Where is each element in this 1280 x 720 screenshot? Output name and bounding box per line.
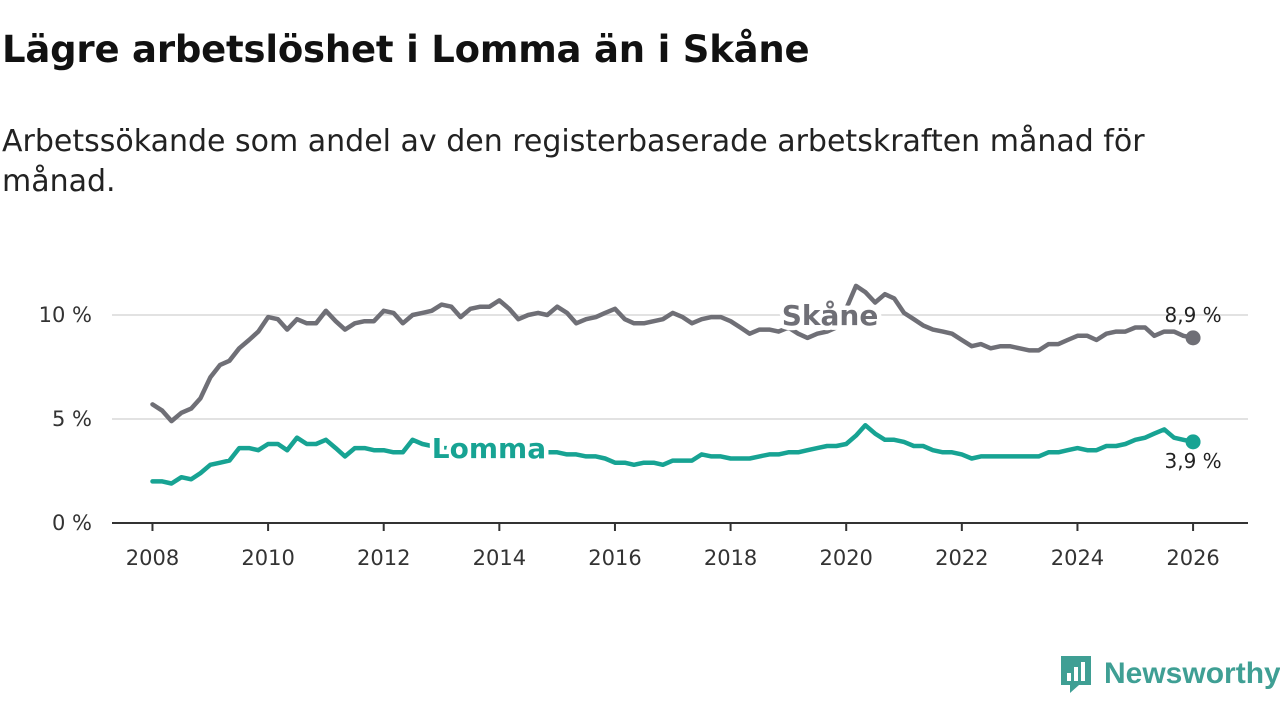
x-tick-label: 2016 (588, 546, 641, 570)
x-tick-label: 2010 (241, 546, 294, 570)
series-labels: 8,9 % Skåne 3,9 % Lomma (427, 295, 1221, 473)
x-tick-label: 2020 (819, 546, 872, 570)
newsworthy-logo-icon (1061, 656, 1091, 693)
series-line-lomma (150, 422, 1196, 486)
brand-name: Newsworthy (1104, 657, 1280, 690)
x-tick-label: 2008 (126, 546, 179, 570)
series-end-point-lomma (1185, 434, 1201, 450)
y-axis-ticks: 0 % 5 % 10 % (39, 303, 92, 535)
x-axis-ticks: 2008 2010 2012 2014 2016 2018 2020 2022 2024 2026 (112, 522, 1248, 570)
chart-title: Lägre arbetslöshet i Lomma än i Skåne (2, 28, 810, 71)
x-tick-label: 2012 (357, 546, 410, 570)
series-label-skane: Skåne (782, 299, 879, 332)
series-label-lomma: Lomma (432, 432, 546, 465)
end-value-label-lomma: 3,9 % (1164, 449, 1221, 473)
y-tick-label: 5 % (52, 407, 92, 431)
chart-subtitle: Arbetssökande som andel av den registerb… (2, 124, 1145, 199)
end-value-label-skane: 8,9 % (1164, 303, 1221, 327)
series-line-skane (150, 283, 1196, 424)
x-tick-label: 2022 (935, 546, 988, 570)
gridlines (112, 314, 1248, 420)
newsworthy-brand: Newsworthy (1058, 654, 1280, 694)
y-tick-label: 10 % (39, 303, 92, 327)
x-tick-label: 2026 (1166, 546, 1219, 570)
x-tick-label: 2018 (704, 546, 757, 570)
x-tick-label: 2014 (473, 546, 526, 570)
series-end-point-skane (1185, 330, 1201, 346)
y-tick-label: 0 % (52, 511, 92, 535)
x-tick-label: 2024 (1051, 546, 1104, 570)
series-lines (150, 283, 1201, 486)
